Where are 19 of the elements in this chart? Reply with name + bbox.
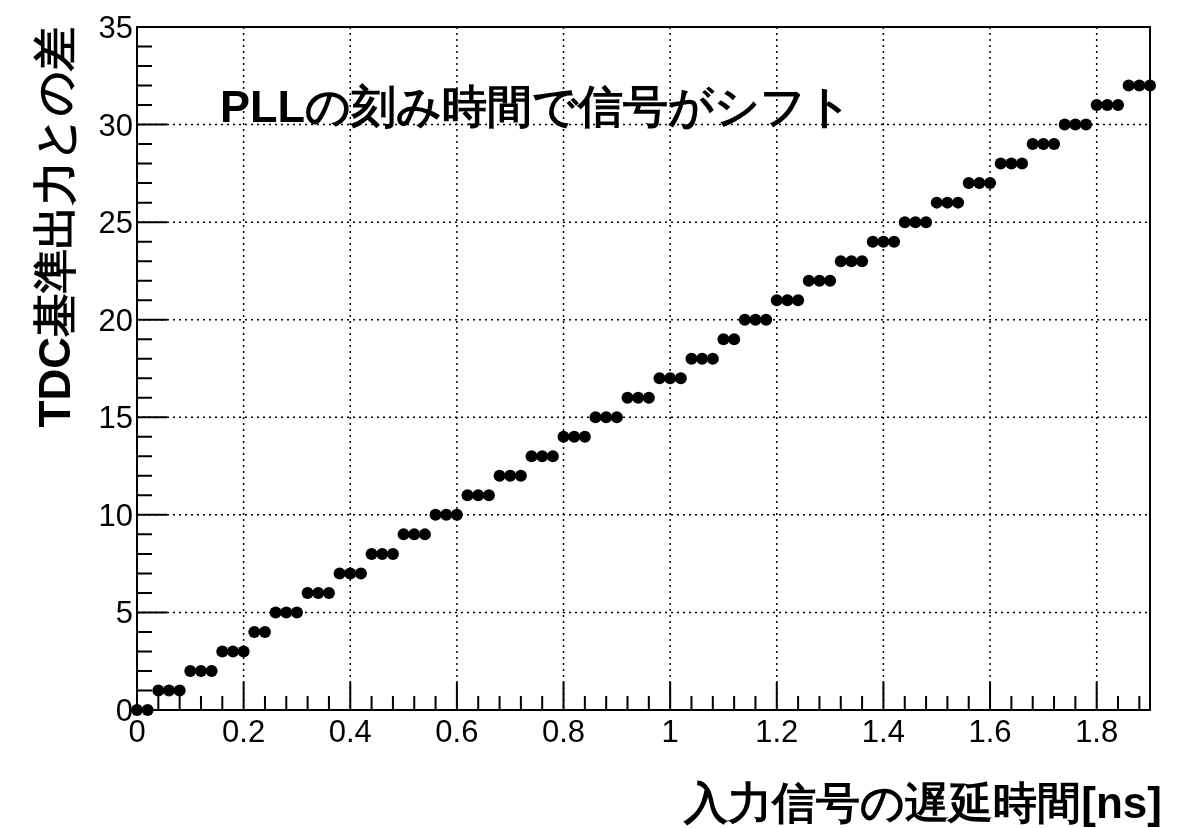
y-axis-title: TDC基準出力との差 xyxy=(30,27,79,428)
y-tick-label: 35 xyxy=(98,10,133,45)
y-tick-label: 30 xyxy=(98,107,133,143)
x-tick-label: 1.6 xyxy=(968,714,1012,749)
x-axis-title: 入力信号の遅延時間[ns] xyxy=(683,778,1162,827)
annotation: PLLの刻み時間で信号がシフト xyxy=(220,81,852,132)
x-tick-label: 1.4 xyxy=(861,714,905,749)
y-tick-label: 5 xyxy=(115,595,133,631)
y-tick-label: 15 xyxy=(98,400,133,436)
x-tick-label: 1.8 xyxy=(1075,714,1119,749)
x-tick-label: 1.2 xyxy=(755,714,799,749)
x-tick-label: 1 xyxy=(661,714,679,749)
y-tick-label: 10 xyxy=(98,497,133,533)
x-tick-label: 0.6 xyxy=(435,714,479,749)
x-tick-label: 0.2 xyxy=(222,714,266,749)
y-tick-label: 25 xyxy=(98,205,133,241)
x-tick-label: 0.8 xyxy=(541,714,586,749)
y-tick-label: 20 xyxy=(98,302,133,338)
x-tick-label: 0.4 xyxy=(328,714,372,749)
